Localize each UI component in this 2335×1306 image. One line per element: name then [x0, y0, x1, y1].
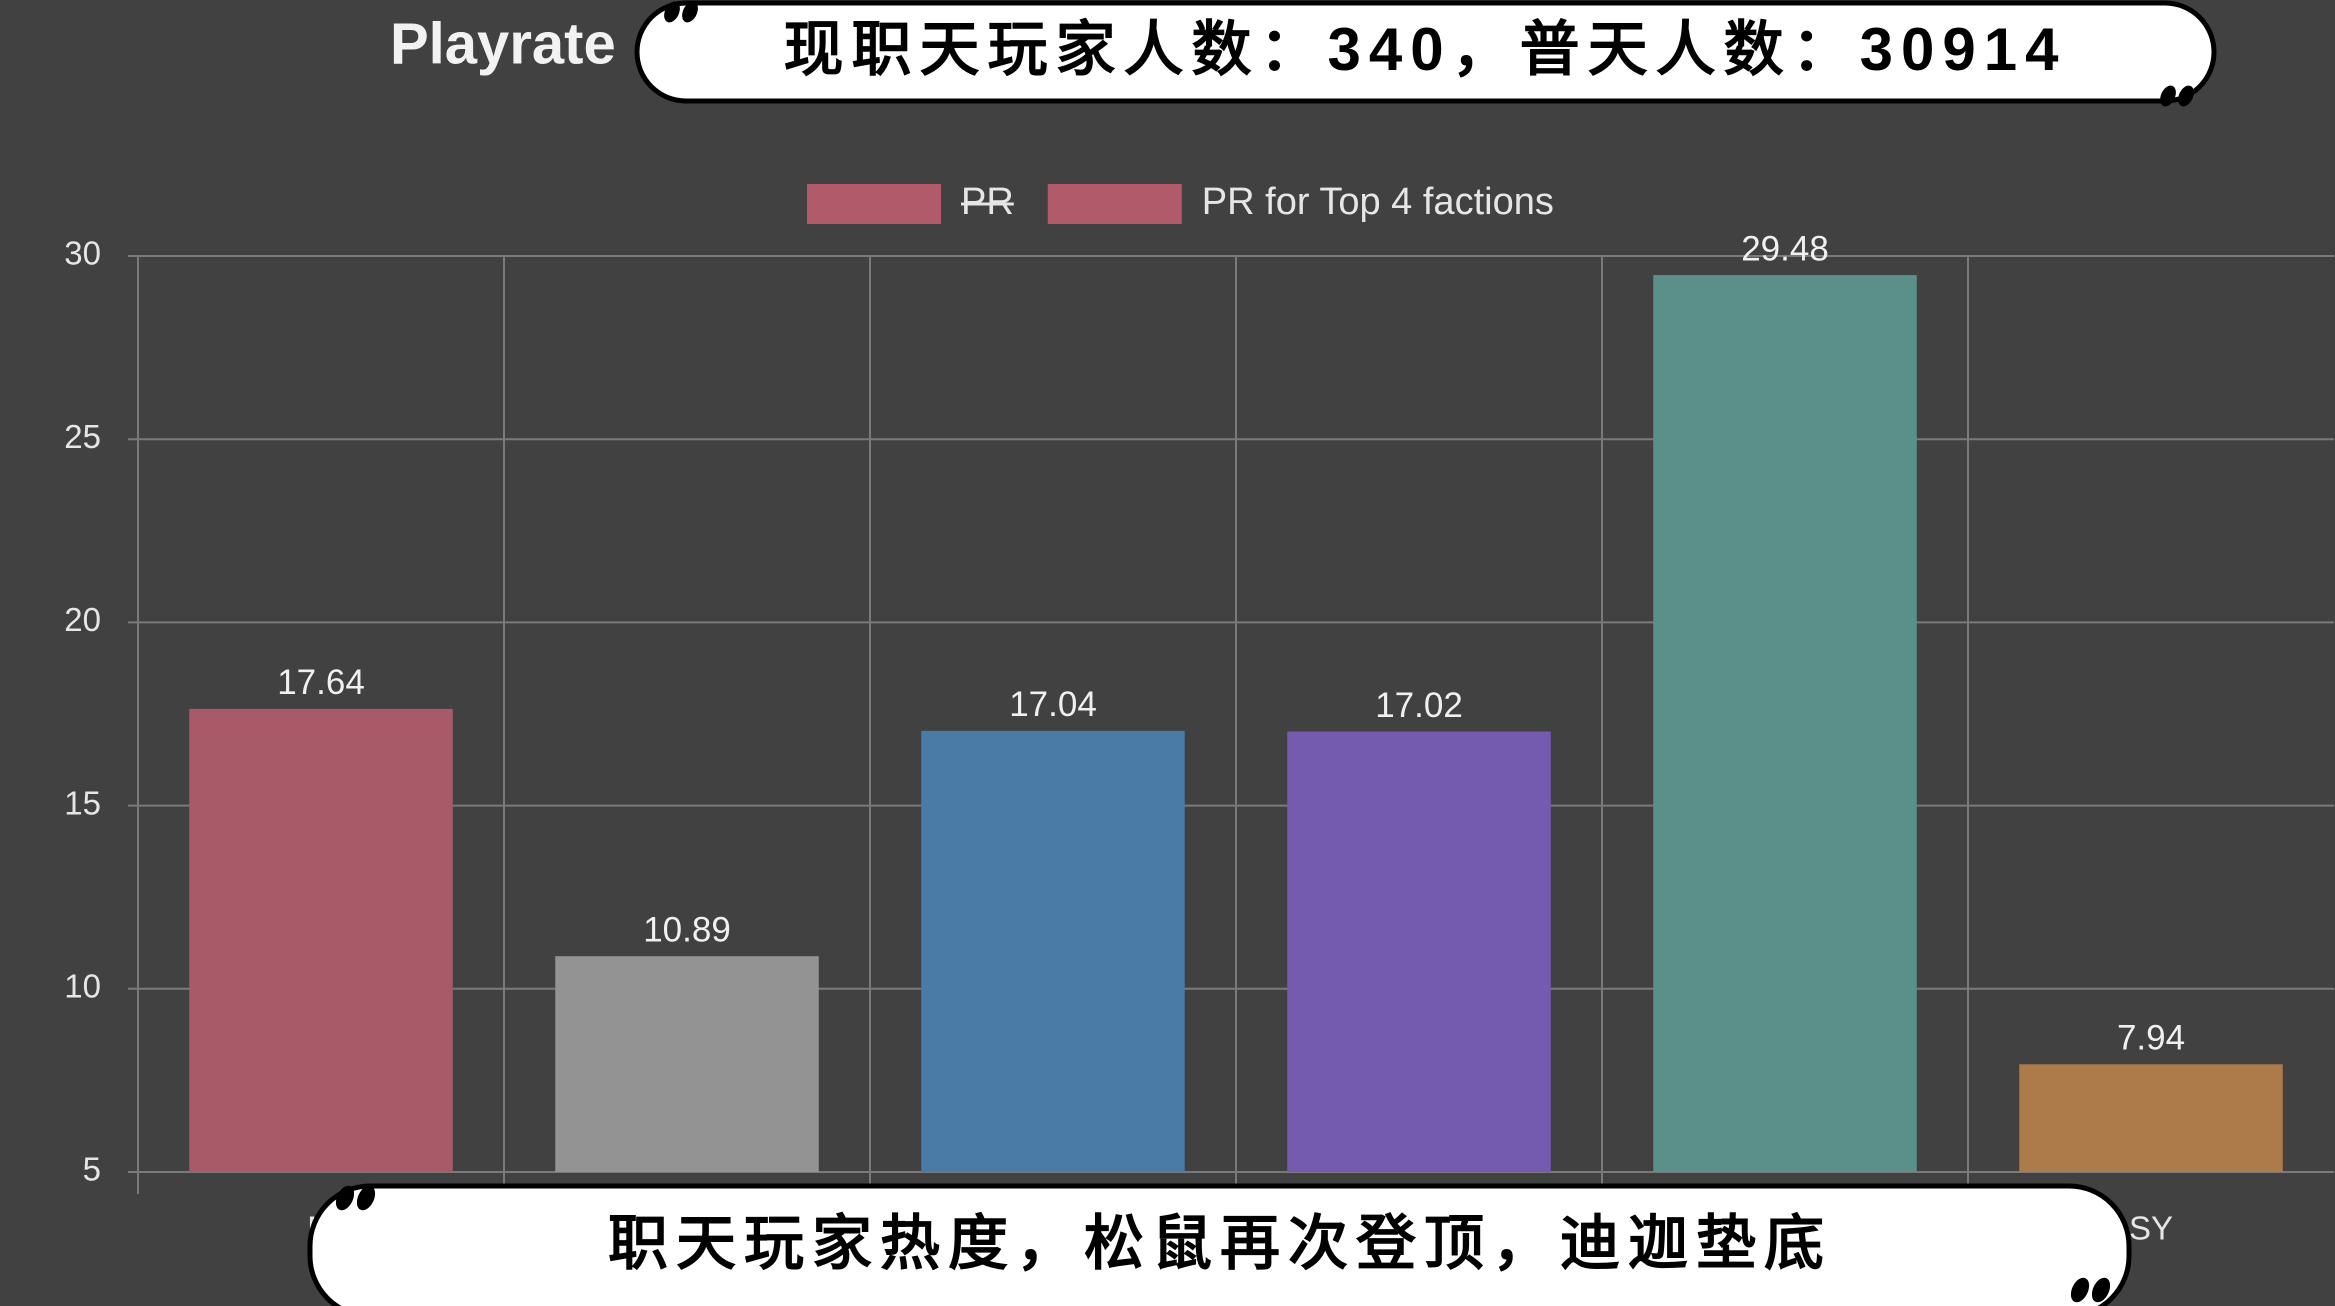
y-tick-label: 30: [64, 235, 101, 272]
captions: 现职天玩家人数：340，普天人数：30914 职天玩家热度，松鼠再次登顶，迪迦垫…: [307, 0, 2217, 1306]
y-tick-label: 25: [64, 418, 101, 455]
legend-swatch: [1047, 184, 1182, 224]
legend-swatch: [807, 184, 941, 224]
caption-bottom: 职天玩家热度，松鼠再次登顶，迪迦垫底: [608, 1210, 1832, 1277]
bar: [189, 708, 453, 1172]
quote-marks: [335, 1185, 2111, 1303]
y-tick-label: 15: [64, 784, 101, 821]
y-tick-label: 5: [83, 1151, 101, 1188]
value-label: 17.02: [1375, 686, 1463, 725]
caption-box: [307, 1183, 2132, 1306]
legend-label: PR: [961, 181, 1014, 223]
caption-top: 现职天玩家人数：340，普天人数：30914: [784, 16, 2067, 83]
value-label: 17.64: [277, 663, 365, 702]
quote-marks: [664, 1, 2194, 107]
y-tick-label: 20: [64, 601, 101, 638]
value-label: 7.94: [2117, 1019, 2185, 1058]
bar: [555, 956, 819, 1172]
y-tick-label: 10: [64, 968, 101, 1005]
value-label: 10.89: [643, 910, 731, 949]
x-tick-label: SY: [2129, 1210, 2173, 1247]
bar: [921, 730, 1185, 1172]
caption-box: [634, 0, 2217, 104]
bar: [1653, 275, 1917, 1172]
legend-label: PR for Top 4 factions: [1202, 181, 1554, 223]
value-label: 29.48: [1741, 229, 1829, 268]
chart-title: Playrate: [390, 11, 616, 76]
bar: [2019, 1064, 2283, 1172]
value-label: 17.04: [1009, 685, 1097, 724]
bar: [1287, 731, 1551, 1172]
